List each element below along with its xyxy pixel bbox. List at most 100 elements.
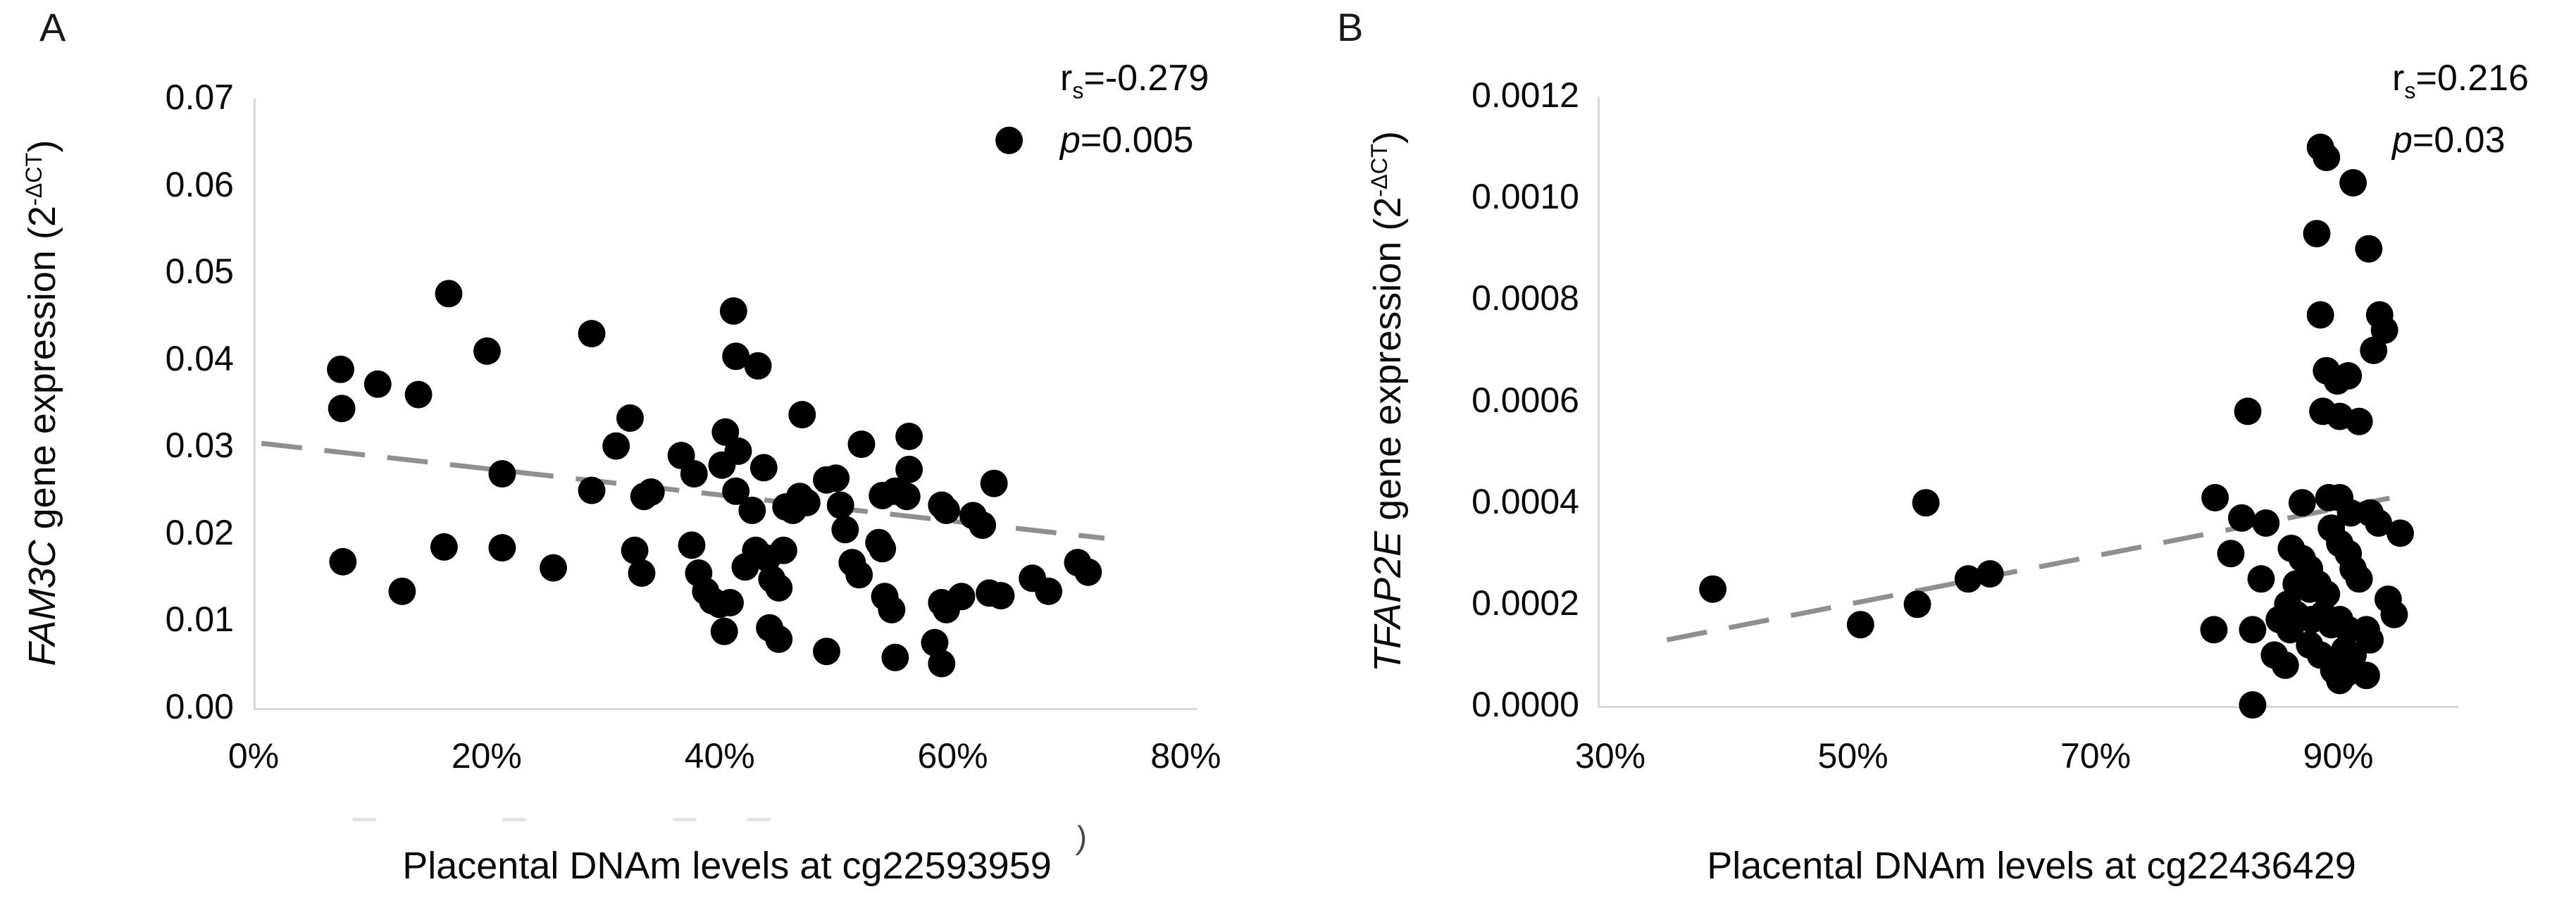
scatter-point bbox=[2313, 144, 2341, 171]
scatter-point bbox=[2276, 616, 2304, 644]
scatter-point bbox=[813, 638, 840, 666]
scatter-point bbox=[928, 650, 956, 678]
y-tick-label: 0.01 bbox=[165, 599, 234, 640]
scatter-point bbox=[1976, 560, 2004, 588]
scatter-point bbox=[435, 280, 463, 308]
scatter-point bbox=[602, 432, 630, 460]
scatter-point bbox=[2288, 489, 2316, 517]
scatter-point bbox=[628, 559, 656, 587]
scatter-point bbox=[2234, 397, 2262, 425]
scatter-point bbox=[2271, 651, 2299, 679]
y-axis-close-paren-a: ) bbox=[21, 139, 63, 153]
scatter-point bbox=[765, 625, 793, 653]
y-tick-label: 0.0012 bbox=[1471, 75, 1579, 115]
x-tick-label: 30% bbox=[1575, 736, 1646, 776]
scatter-point bbox=[881, 643, 909, 671]
scatter-point bbox=[540, 554, 568, 582]
scatter-point bbox=[738, 497, 766, 524]
scatter-point bbox=[404, 380, 433, 409]
scatter-point bbox=[678, 531, 706, 559]
axis-artifact-dash bbox=[673, 818, 697, 821]
x-tick-label: 20% bbox=[451, 736, 522, 776]
axis-artifact-dash bbox=[502, 818, 526, 821]
y-tick-label: 0.0008 bbox=[1471, 278, 1579, 318]
scatter-point bbox=[711, 418, 740, 446]
scatter-point bbox=[826, 491, 854, 519]
scatter-point bbox=[769, 536, 797, 564]
panel-label-b: B bbox=[1337, 5, 1364, 49]
scatter-point bbox=[1699, 575, 1727, 603]
scatter-point bbox=[2313, 580, 2341, 608]
scatter-point bbox=[788, 401, 816, 429]
y-tick-label: 0.0006 bbox=[1471, 380, 1579, 420]
scatter-point bbox=[779, 497, 807, 524]
scatter-point bbox=[363, 370, 392, 398]
scatter-point bbox=[869, 535, 897, 563]
scatter-point bbox=[749, 454, 778, 482]
scatter-point bbox=[2306, 301, 2334, 329]
scatter-point bbox=[488, 534, 516, 562]
scatter-point bbox=[969, 511, 997, 539]
scatter-point bbox=[1912, 489, 1940, 517]
scatter-point bbox=[2345, 407, 2373, 435]
scatter-canvas-a bbox=[261, 126, 1105, 678]
scatter-point bbox=[488, 460, 516, 488]
scatter-point bbox=[722, 342, 750, 371]
scatter-point bbox=[2247, 565, 2275, 593]
stats-annotation-a: rs=-0.279 p=0.005 bbox=[1060, 48, 1209, 171]
scatter-point bbox=[2201, 484, 2229, 511]
y-axis-exponent-b: -ΔCT bbox=[1367, 144, 1392, 197]
scatter-point bbox=[2252, 509, 2280, 537]
y-tick-label: 0.03 bbox=[165, 425, 234, 466]
scatter-point bbox=[621, 536, 649, 564]
scatter-point bbox=[2365, 509, 2393, 537]
x-tick-label: 80% bbox=[1150, 736, 1221, 776]
scatter-point bbox=[845, 561, 873, 589]
scatter-point bbox=[892, 483, 921, 511]
r-value-line-a: rs=-0.279 bbox=[1060, 58, 1209, 104]
scatter-point bbox=[719, 297, 747, 325]
scatter-point bbox=[731, 553, 759, 581]
x-tick-label: 40% bbox=[684, 736, 755, 776]
y-tick-label: 0.05 bbox=[165, 251, 234, 292]
scatter-point bbox=[710, 617, 738, 645]
x-tick-label: 0% bbox=[228, 736, 280, 776]
scatter-point bbox=[933, 497, 960, 524]
stats-annotation-b: rs=0.216 p=0.03 bbox=[2392, 48, 2529, 171]
scatter-point bbox=[2228, 504, 2255, 532]
r-value-line-b: rs=0.216 bbox=[2392, 58, 2529, 104]
y-axis-exponent-a: -ΔCT bbox=[21, 152, 46, 206]
scatter-point bbox=[2356, 626, 2384, 654]
axis-artifact-dash bbox=[352, 818, 376, 821]
scatter-point bbox=[847, 430, 876, 459]
axis-artifact-dash bbox=[747, 818, 771, 821]
scatter-point bbox=[473, 337, 501, 365]
scatter-point bbox=[616, 404, 644, 432]
plot-area-b bbox=[1598, 97, 2458, 719]
scatter-point bbox=[716, 589, 744, 616]
plot-area-a bbox=[254, 99, 1197, 710]
scatter-point bbox=[722, 477, 750, 505]
x-axis-title-a: Placental DNAm levels at cg22593959 bbox=[402, 845, 1052, 887]
p-value-line-b: p=0.03 bbox=[2392, 119, 2506, 161]
scatter-point bbox=[987, 582, 1015, 610]
scatter-point bbox=[2334, 362, 2363, 390]
scatter-point bbox=[2200, 616, 2228, 644]
scatter-point bbox=[2355, 235, 2383, 263]
x-tick-label: 70% bbox=[2060, 736, 2132, 776]
scatter-point bbox=[2239, 691, 2267, 719]
scatter-point bbox=[947, 583, 976, 611]
y-tick-label: 0.07 bbox=[165, 77, 234, 117]
panel-label-a: A bbox=[39, 5, 66, 49]
y-tick-label: 0.0010 bbox=[1471, 177, 1579, 217]
y-tick-label: 0.0000 bbox=[1471, 685, 1579, 724]
y-tick-label: 0.02 bbox=[165, 512, 234, 552]
x-tick-label: 90% bbox=[2303, 736, 2374, 776]
scatter-point bbox=[1035, 577, 1063, 605]
scatter-point bbox=[831, 516, 859, 544]
x-tick-label: 60% bbox=[917, 736, 988, 776]
scatter-point bbox=[2303, 220, 2331, 248]
scatter-point bbox=[2345, 565, 2373, 593]
y-tick-label: 0.00 bbox=[165, 687, 234, 726]
scatter-point bbox=[2352, 661, 2380, 690]
